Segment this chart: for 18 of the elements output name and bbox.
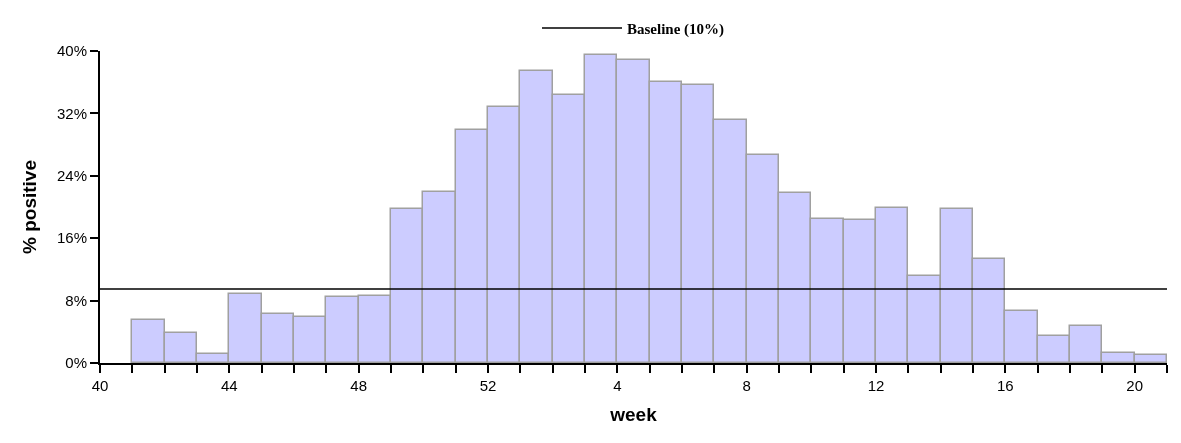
x-tick-label: 40 [91,377,109,394]
y-axis-title: % positive [19,160,41,254]
x-tick-label: 12 [867,377,885,394]
y-tick-label: 8% [65,291,87,309]
x-tick-label: 20 [1126,377,1144,394]
y-tick-label: 0% [65,354,87,372]
x-tick-label: 44 [220,377,238,394]
ref-line-label: Baseline (10%) [627,20,725,38]
x-tick-label: 48 [350,377,368,394]
y-tick-label: 24% [56,167,87,185]
x-tick-label: 52 [479,377,497,394]
x-tick-label: 4 [613,377,622,394]
x-tick-label: 16 [996,377,1014,394]
y-tick-label: 16% [56,229,87,247]
y-tick-label: 40% [56,42,87,60]
y-tick-label: 32% [56,104,87,122]
x-tick-label: 8 [742,377,751,394]
x-axis-title: week [609,404,658,426]
